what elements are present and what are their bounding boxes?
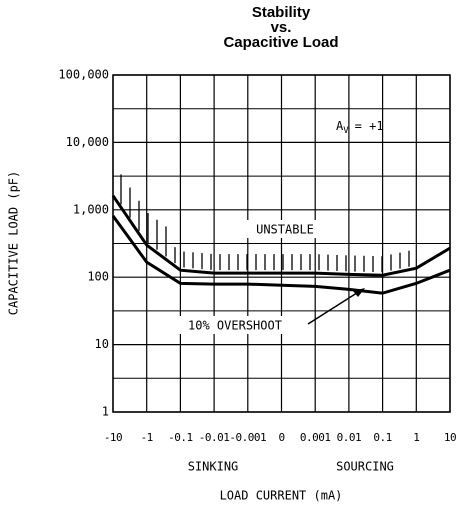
y-tick-label: 1 (102, 405, 109, 419)
label-bg (160, 316, 310, 334)
y-tick-label: 100 (87, 270, 109, 284)
y-axis-label: CAPACITIVE LOAD (pF) (7, 171, 21, 316)
region-label: UNSTABLE (256, 223, 314, 237)
chart-title: vs. (271, 19, 292, 36)
x-axis-label: LOAD CURRENT (mA) (220, 489, 343, 503)
y-tick-label: 10,000 (66, 135, 109, 149)
x-tick-label: 0.01 (337, 431, 362, 444)
x-tick-label: -0.01 (199, 431, 230, 444)
arrow-head (353, 288, 365, 297)
series-line (111, 194, 451, 277)
x-tick-label: -0.001 (229, 431, 266, 444)
arrow (307, 290, 361, 325)
series-line (111, 214, 451, 295)
x-tick-label: 0.1 (373, 431, 391, 444)
x-tick-label: -0.1 (168, 431, 193, 444)
curve-label: 10% OVERSHOOT (188, 319, 282, 333)
x-tick-label: 0.001 (300, 431, 331, 444)
y-tick-label: 1,000 (73, 202, 109, 216)
plot-frame (112, 74, 451, 413)
y-tick-label: 10 (95, 337, 109, 351)
x-group-label: SINKING (188, 460, 239, 474)
x-tick-label: -10 (104, 431, 122, 444)
x-tick-label: 10 (444, 431, 456, 444)
chart-title: Capacitive Load (223, 34, 338, 51)
x-tick-label: 1 (413, 431, 419, 444)
gain-label: AV = +1 (336, 119, 384, 136)
x-tick-label: 0 (278, 431, 284, 444)
chart-title: Stability (252, 4, 311, 21)
x-group-label: SOURCING (336, 460, 394, 474)
x-tick-label: -1 (141, 431, 153, 444)
label-bg (234, 220, 336, 238)
y-tick-label: 100,000 (58, 68, 109, 82)
